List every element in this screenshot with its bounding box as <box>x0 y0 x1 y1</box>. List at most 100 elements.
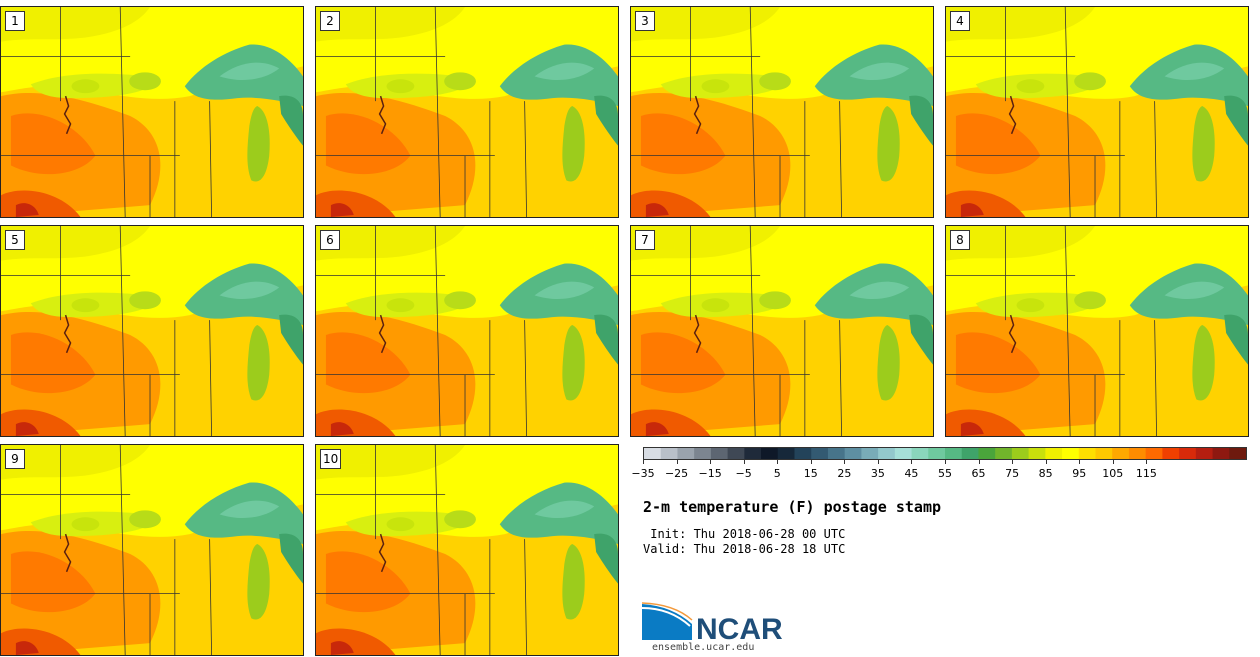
ncar-swoosh-icon <box>642 604 692 640</box>
ncar-logo-text: NCAR <box>696 613 783 642</box>
colorbar-tick <box>1045 460 1047 464</box>
colorbar-bin <box>777 448 796 459</box>
ncar-logo: NCAR <box>642 602 783 642</box>
colorbar-tick-label: 15 <box>803 467 818 480</box>
temperature-field-map <box>316 7 618 217</box>
member-label: 9 <box>5 449 25 469</box>
colorbar-bin <box>794 448 812 459</box>
colorbar-tick-label: 75 <box>1005 467 1020 480</box>
colorbar-bin <box>727 448 745 459</box>
site-url[interactable]: ensemble.ucar.edu <box>652 642 755 653</box>
colorbar-bin <box>1011 448 1030 459</box>
colorbar-tick-label: 45 <box>904 467 919 480</box>
colorbar-bin <box>744 448 762 459</box>
colorbar-bin <box>761 448 779 459</box>
colorbar-bin <box>1162 448 1180 459</box>
temperature-field-map <box>946 226 1248 436</box>
colorbar-tick-label: 35 <box>870 467 885 480</box>
colorbar-tick-label: 85 <box>1038 467 1053 480</box>
colorbar-tick-label: −25 <box>664 467 689 480</box>
colorbar-bin <box>1045 448 1063 459</box>
member-map-panel[interactable]: 2 <box>315 6 619 218</box>
member-label: 6 <box>320 230 340 250</box>
colorbar-tick <box>810 460 812 464</box>
colorbar-bin <box>861 448 879 459</box>
colorbar-tick <box>877 460 879 464</box>
colorbar-tick <box>1012 460 1014 464</box>
colorbar-bin <box>660 448 679 459</box>
member-map-panel[interactable]: 9 <box>0 444 304 656</box>
member-map-panel[interactable]: 3 <box>630 6 934 218</box>
colorbar-bin <box>961 448 980 459</box>
colorbar-bin <box>827 448 846 459</box>
temperature-field-map <box>316 226 618 436</box>
colorbar-bin <box>945 448 963 459</box>
colorbar-tick-label: 65 <box>971 467 986 480</box>
temperature-field-map <box>1 226 303 436</box>
member-label: 10 <box>320 449 342 469</box>
member-map-panel[interactable]: 6 <box>315 225 619 437</box>
colorbar-tick <box>710 460 712 464</box>
temperature-field-map <box>316 445 618 655</box>
temperature-field-map <box>631 7 933 217</box>
colorbar-bin <box>1229 448 1246 459</box>
colorbar-bin <box>811 448 829 459</box>
member-map-panel[interactable]: 8 <box>945 225 1249 437</box>
colorbar-tick-label: 55 <box>938 467 952 480</box>
valid-time: Valid: Thu 2018-06-28 18 UTC <box>643 542 846 556</box>
member-map-panel[interactable]: 1 <box>0 6 304 218</box>
colorbar-tick <box>1079 460 1081 464</box>
temperature-colorbar <box>643 447 1247 460</box>
colorbar-tick-label: 115 <box>1135 467 1157 480</box>
init-time: Init: Thu 2018-06-28 00 UTC <box>643 527 846 541</box>
colorbar-bin <box>1112 448 1130 459</box>
member-label: 3 <box>635 11 655 31</box>
colorbar-bin <box>677 448 695 459</box>
colorbar-bin <box>878 448 896 459</box>
colorbar-tick <box>743 460 745 464</box>
colorbar-bin <box>928 448 946 459</box>
colorbar-tick <box>911 460 913 464</box>
colorbar-bin <box>1145 448 1163 459</box>
member-label: 7 <box>635 230 655 250</box>
colorbar-tick-label: −5 <box>735 467 752 480</box>
colorbar-bin <box>1062 448 1080 459</box>
member-label: 4 <box>950 11 970 31</box>
member-map-panel[interactable]: 10 <box>315 444 619 656</box>
member-map-panel[interactable]: 4 <box>945 6 1249 218</box>
colorbar-bin <box>844 448 862 459</box>
member-label: 2 <box>320 11 340 31</box>
colorbar-bin <box>978 448 996 459</box>
colorbar-bin <box>894 448 913 459</box>
temperature-field-map <box>946 7 1248 217</box>
colorbar-tick <box>777 460 779 464</box>
colorbar-tick <box>1146 460 1148 464</box>
colorbar-bin <box>1195 448 1214 459</box>
colorbar-bin <box>1095 448 1113 459</box>
colorbar-bin <box>710 448 729 459</box>
colorbar-bin <box>644 448 662 459</box>
colorbar-tick <box>1112 460 1114 464</box>
temperature-field-map <box>631 226 933 436</box>
member-label: 8 <box>950 230 970 250</box>
colorbar-tick-label: −15 <box>698 467 722 480</box>
colorbar-bin <box>1078 448 1097 459</box>
colorbar-tick <box>643 460 644 464</box>
member-map-panel[interactable]: 5 <box>0 225 304 437</box>
colorbar-bin <box>911 448 929 459</box>
colorbar-tick-label: 95 <box>1072 467 1087 480</box>
member-map-panel[interactable]: 7 <box>630 225 934 437</box>
colorbar-tick-label: 105 <box>1102 467 1124 480</box>
colorbar-tick-label: 25 <box>837 467 852 480</box>
colorbar-tick <box>978 460 980 464</box>
colorbar-bin <box>694 448 712 459</box>
temperature-field-map <box>1 445 303 655</box>
temperature-field-map <box>1 7 303 217</box>
colorbar-tick <box>844 460 846 464</box>
plot-title: 2-m temperature (F) postage stamp <box>643 498 942 516</box>
colorbar-tick-label: 5 <box>773 467 781 480</box>
colorbar-tick <box>676 460 678 464</box>
colorbar-ticks: −35 −25 −15 −5 5 15 25 35 45 55 65 75 85 95 105 115 <box>631 460 1247 482</box>
member-label: 1 <box>5 11 25 31</box>
member-label: 5 <box>5 230 25 250</box>
